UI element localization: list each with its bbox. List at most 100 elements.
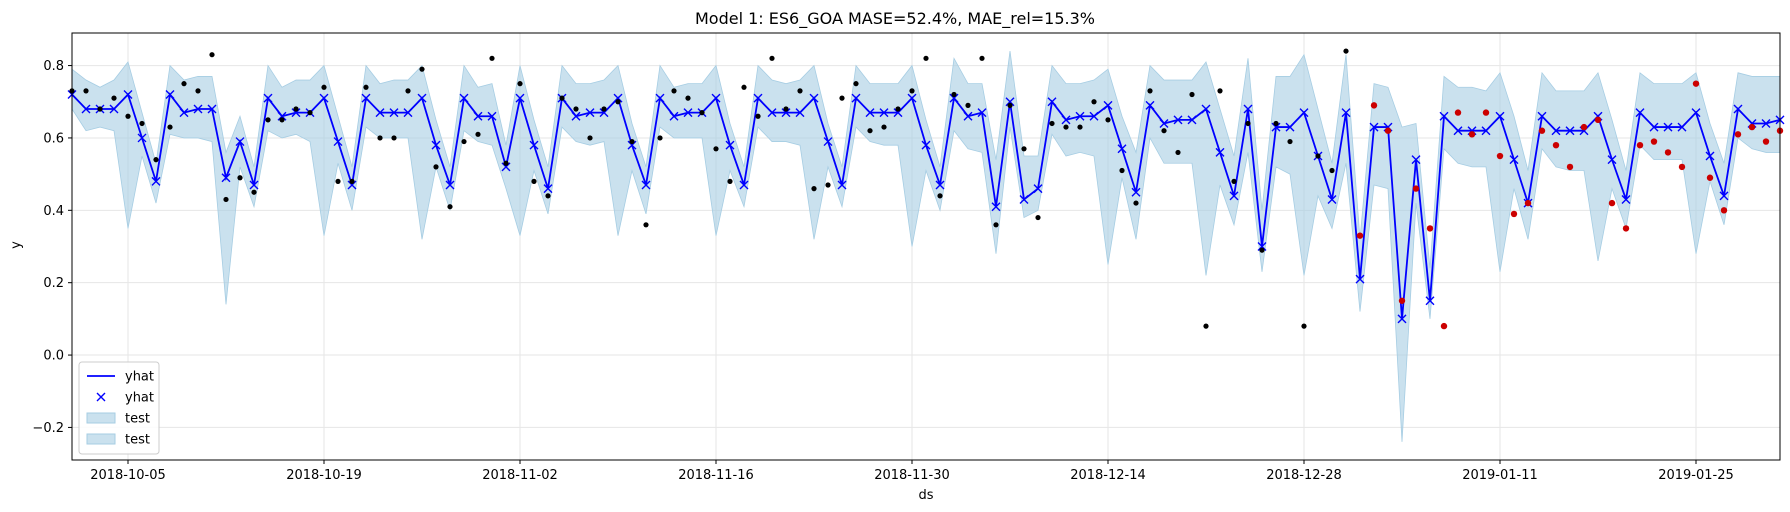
actual-point (97, 106, 103, 112)
actual-point (1007, 102, 1013, 108)
actual-point (601, 106, 607, 112)
y-tick-label: −0.2 (32, 421, 64, 436)
yhat-marker (907, 93, 917, 103)
test-point (1692, 80, 1700, 87)
yhat-marker (1271, 122, 1281, 132)
legend-label: test (125, 433, 150, 448)
yhat-marker (207, 104, 217, 114)
actual-point (1105, 117, 1111, 123)
x-tick-label: 2018-11-30 (874, 468, 950, 483)
legend-band-swatch (86, 433, 116, 445)
actual-point (139, 120, 145, 127)
yhat-marker (165, 90, 175, 100)
actual-point (1217, 88, 1223, 94)
x-tick-label: 2018-12-28 (1266, 468, 1342, 483)
actual-point (727, 178, 733, 184)
yhat-marker (823, 137, 833, 147)
yhat-marker (1425, 296, 1435, 306)
yhat-marker (1453, 126, 1463, 136)
actual-point (335, 178, 341, 184)
yhat-marker (1061, 115, 1071, 125)
yhat-marker (193, 104, 203, 114)
actual-point (1273, 120, 1279, 127)
yhat-marker (347, 180, 357, 190)
test-point (1538, 127, 1546, 134)
actual-point (587, 135, 593, 141)
test-point (1720, 207, 1728, 214)
test-point (1370, 102, 1378, 109)
yhat-marker (1159, 118, 1169, 128)
actual-point (405, 88, 411, 94)
test-point (1426, 225, 1434, 232)
yhat-marker (319, 93, 329, 103)
yhat-marker (851, 93, 861, 103)
test-point (1552, 141, 1560, 149)
actual-point (195, 88, 201, 94)
yhat-marker (389, 108, 399, 118)
yhat-marker (473, 111, 483, 121)
yhat-marker (1411, 155, 1421, 165)
yhat-marker (375, 108, 385, 118)
actual-point (1301, 323, 1307, 329)
yhat-marker (109, 104, 119, 114)
yhat-marker (1215, 147, 1225, 157)
yhat-marker (1621, 194, 1631, 204)
x-tick-label: 2018-11-02 (482, 468, 558, 483)
actual-point (1315, 153, 1321, 159)
actual-point (1133, 200, 1139, 206)
test-point (1566, 163, 1574, 171)
actual-point (1287, 138, 1293, 145)
yhat-marker (1355, 274, 1365, 284)
yhat-marker (753, 93, 763, 103)
yhat-marker (137, 133, 147, 143)
x-tick-label: 2018-10-19 (286, 468, 362, 483)
yhat-marker (1607, 155, 1617, 165)
actual-point (685, 95, 691, 101)
test-point (1664, 149, 1672, 156)
actual-point (1189, 91, 1195, 98)
actual-point (1161, 128, 1167, 134)
actual-point (1021, 146, 1027, 152)
yhat-marker (1173, 115, 1183, 125)
yhat-marker (1341, 108, 1351, 118)
yhat-marker (1299, 108, 1309, 118)
yhat-marker (991, 202, 1001, 212)
actual-point (349, 178, 355, 184)
actual-point (1231, 178, 1237, 184)
chart-title: Model 1: ES6_GOA MASE=52.4%, MAE_rel=15.… (695, 9, 1095, 29)
actual-point (419, 66, 425, 72)
actual-point (153, 157, 159, 163)
actual-point (979, 55, 985, 61)
test-point (1412, 185, 1420, 192)
actual-point (993, 222, 999, 228)
test-point (1706, 174, 1714, 181)
yhat-marker (599, 108, 609, 118)
yhat-marker (123, 90, 133, 100)
actual-point (713, 146, 719, 152)
actual-point (125, 113, 131, 119)
yhat-marker (1649, 122, 1659, 132)
yhat-marker (1677, 122, 1687, 132)
actual-point (825, 182, 831, 188)
actual-point (853, 81, 859, 87)
test-point (1678, 163, 1686, 171)
yhat-marker (865, 108, 875, 118)
yhat-marker (641, 180, 651, 190)
yhat-marker (151, 176, 161, 186)
yhat-marker (949, 93, 959, 103)
yhat-marker (571, 111, 581, 121)
yhat-marker (1033, 184, 1043, 194)
x-tick-label: 2019-01-11 (1462, 468, 1538, 483)
actual-point (769, 55, 775, 61)
actual-point (699, 110, 705, 116)
actual-point (643, 222, 649, 228)
actual-point (1175, 149, 1181, 156)
test-point (1636, 141, 1644, 149)
yhat-marker (1103, 100, 1113, 110)
y-tick-label: 0.8 (43, 59, 64, 74)
test-point (1398, 297, 1406, 304)
yhat-marker (431, 140, 441, 150)
actual-point (363, 84, 369, 90)
actual-point (1343, 48, 1349, 54)
